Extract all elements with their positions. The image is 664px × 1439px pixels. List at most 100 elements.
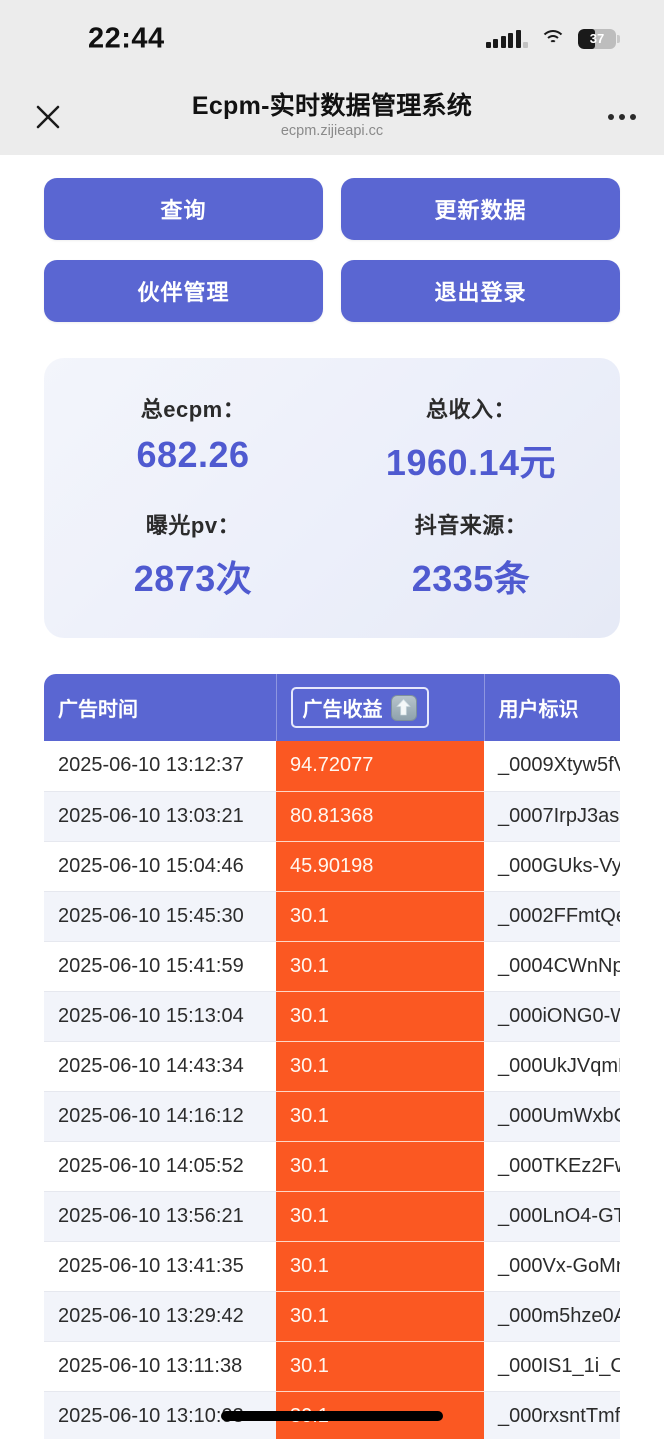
cell-ad-revenue: 80.81368 [276,791,484,842]
cell-ad-revenue: 94.72077 [276,741,484,792]
stat-exposure-pv: 曝光pv： 2873次 [54,508,332,602]
cell-ad-revenue: 30.1 [276,891,484,942]
cell-user-id: _0004CWnNpF [484,941,620,992]
table-row[interactable]: 2025-06-10 13:41:35 30.1 _000Vx-GoMnt [44,1241,620,1292]
nav-bar: Ecpm-实时数据管理系统 ecpm.zijieapi.cc [0,78,664,155]
cell-user-id: _0002FFmtQeX [484,891,620,942]
stat-label: 总ecpm： [140,397,246,422]
cell-ad-time: 2025-06-10 14:43:34 [44,1041,276,1092]
column-header-label: 用户标识 [498,699,579,721]
cell-user-id: _000iONG0-W [484,991,620,1042]
cell-user-id: _000m5hze0A7 [484,1291,620,1342]
stat-total-income: 总收入： 1960.14元 [332,392,610,486]
status-bar-indicators: 37 [485,29,620,49]
cell-ad-revenue: 30.1 [276,1141,484,1192]
cell-user-id: _000TKEz2Fwi [484,1141,620,1192]
table-horizontal-scroller[interactable]: 广告时间 广告收益 用户标识 [44,674,620,1439]
stat-douyin-source: 抖音来源： 2335条 [332,508,610,602]
summary-stats-card: 总ecpm： 682.26 总收入： 1960.14元 曝光pv： 2873次 … [44,358,620,638]
cell-ad-revenue: 30.1 [276,1291,484,1342]
more-options-icon[interactable] [608,113,636,120]
table-row[interactable]: 2025-06-10 13:12:37 94.72077 _0009Xtyw5fVI [44,741,620,792]
cell-ad-time: 2025-06-10 15:13:04 [44,991,276,1042]
table-head: 广告时间 广告收益 用户标识 [44,674,620,741]
query-button[interactable]: 查询 [44,178,323,240]
cell-user-id: _000IS1_1i_C [484,1341,620,1392]
cell-ad-time: 2025-06-10 13:11:38 [44,1341,276,1392]
table-row[interactable]: 2025-06-10 14:43:34 30.1 _000UkJVqmN [44,1041,620,1092]
column-header-label: 广告收益 [302,699,383,721]
sort-ad-revenue-button[interactable]: 广告收益 [290,687,429,728]
page-title: Ecpm-实时数据管理系统 [191,92,473,121]
wifi-icon [540,29,566,49]
close-icon[interactable] [28,97,68,137]
cell-ad-time: 2025-06-10 14:05:52 [44,1141,276,1192]
cell-ad-revenue: 30.1 [276,991,484,1042]
stat-value: 2873次 [133,558,253,599]
stat-label: 曝光pv： [145,513,241,538]
partner-manage-button[interactable]: 伙伴管理 [44,260,323,322]
column-header-label: 广告时间 [58,699,138,721]
stat-value: 2335条 [411,558,531,599]
cell-ad-time: 2025-06-10 13:41:35 [44,1241,276,1292]
page-domain: ecpm.zijieapi.cc [280,122,384,139]
home-indicator [221,1411,443,1421]
table-row[interactable]: 2025-06-10 13:03:21 80.81368 _0007IrpJ3as5 [44,791,620,842]
table-body: 2025-06-10 13:12:37 94.72077 _0009Xtyw5fVI… [44,741,620,1439]
column-header-ad-time[interactable]: 广告时间 [44,674,277,741]
cell-ad-time: 2025-06-10 15:41:59 [44,941,276,992]
column-header-ad-revenue[interactable]: 广告收益 [276,674,485,741]
cell-ad-revenue: 30.1 [276,1241,484,1292]
status-bar: 22:44 37 [0,0,664,78]
stat-label: 总收入： [425,397,516,422]
stat-total-ecpm: 总ecpm： 682.26 [54,392,332,486]
cell-ad-revenue: 30.1 [276,941,484,992]
data-table-container[interactable]: 广告时间 广告收益 用户标识 [44,674,620,1439]
update-data-button[interactable]: 更新数据 [341,178,620,240]
arrow-up-icon [390,694,417,721]
table-row[interactable]: 2025-06-10 15:13:04 30.1 _000iONG0-W [44,991,620,1042]
cell-ad-time: 2025-06-10 15:04:46 [44,841,276,892]
cell-ad-revenue: 30.1 [276,1091,484,1142]
cell-ad-time: 2025-06-10 15:45:30 [44,891,276,942]
nav-title-block: Ecpm-实时数据管理系统 ecpm.zijieapi.cc [192,92,472,139]
signal-bars-icon [485,30,528,48]
cell-ad-revenue: 30.1 [276,1041,484,1092]
cell-user-id: _000rxsntTmfp [484,1391,620,1439]
cell-user-id: _0009Xtyw5fVI [484,741,620,792]
cell-ad-revenue: 30.1 [276,1191,484,1242]
stat-value: 682.26 [136,434,250,475]
column-header-user-id[interactable]: 用户标识 [484,674,620,741]
cell-user-id: _0007IrpJ3as5 [484,791,620,842]
logout-button[interactable]: 退出登录 [341,260,620,322]
cell-ad-time: 2025-06-10 14:16:12 [44,1091,276,1142]
cell-user-id: _000GUks-Vyl0 [484,841,620,892]
cell-ad-time: 2025-06-10 13:03:21 [44,791,276,842]
cell-user-id: _000UkJVqmN [484,1041,620,1092]
cell-ad-time: 2025-06-10 13:29:42 [44,1291,276,1342]
stat-label: 抖音来源： [414,513,528,538]
ad-records-table: 广告时间 广告收益 用户标识 [44,674,620,1439]
table-header-row: 广告时间 广告收益 用户标识 [44,674,620,741]
cell-user-id: _000LnO4-GTz [484,1191,620,1242]
battery-level: 37 [589,31,605,46]
cell-user-id: _000UmWxbC [484,1091,620,1142]
cell-user-id: _000Vx-GoMnt [484,1241,620,1292]
status-bar-time: 22:44 [88,22,165,55]
cell-ad-revenue: 45.90198 [276,841,484,892]
stat-value: 1960.14元 [385,442,557,483]
table-row[interactable]: 2025-06-10 14:16:12 30.1 _000UmWxbC [44,1091,620,1142]
cell-ad-time: 2025-06-10 13:12:37 [44,741,276,792]
cell-ad-time: 2025-06-10 13:56:21 [44,1191,276,1242]
cell-ad-revenue: 30.1 [276,1341,484,1392]
battery-icon: 37 [578,29,620,49]
action-button-grid: 查询 更新数据 伙伴管理 退出登录 [0,155,664,322]
table-row[interactable]: 2025-06-10 13:11:38 30.1 _000IS1_1i_C [44,1341,620,1392]
